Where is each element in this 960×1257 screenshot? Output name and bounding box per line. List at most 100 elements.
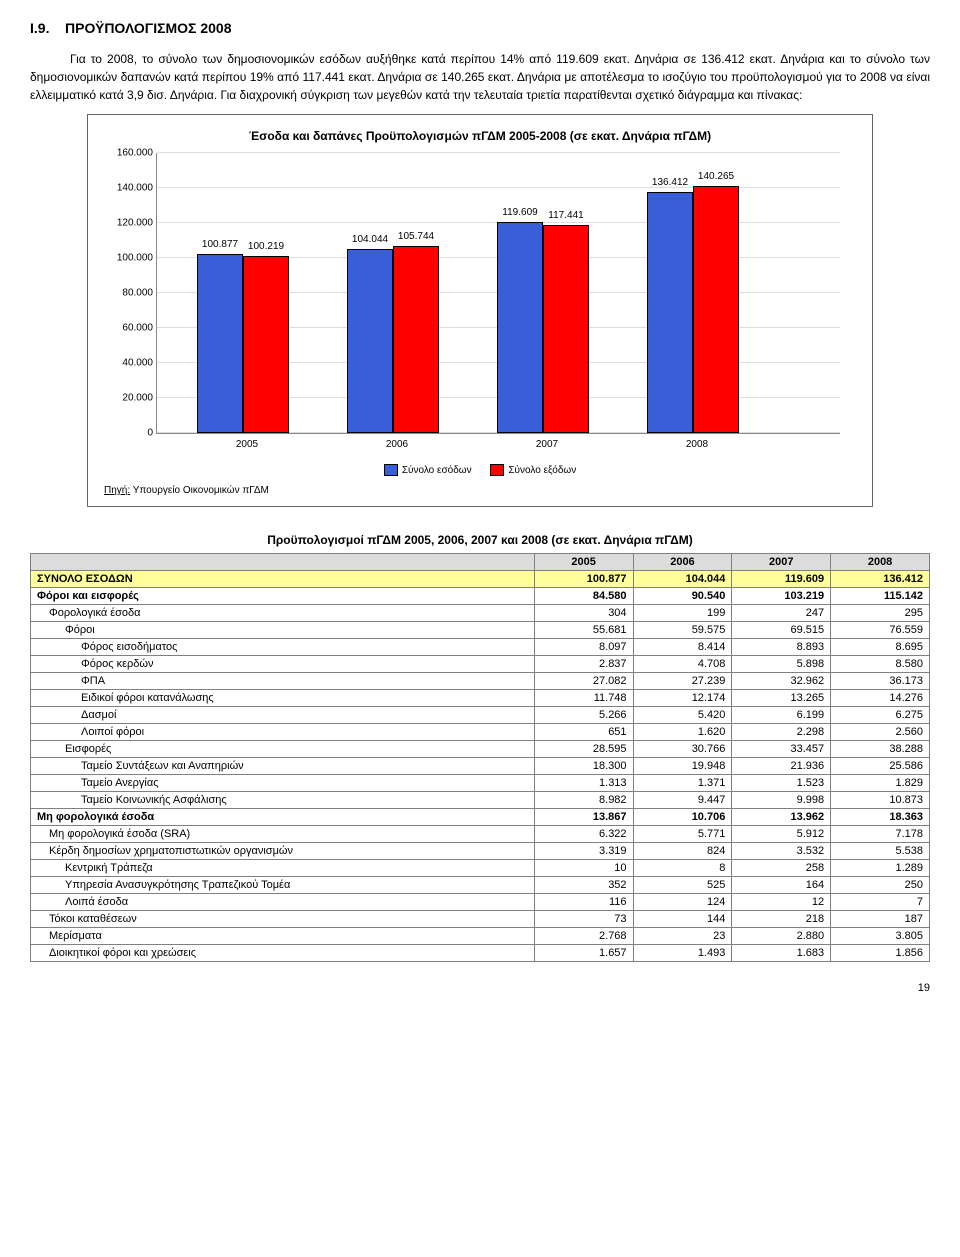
table-header-2008: 2008 — [831, 554, 930, 571]
table-row: Φόρος εισοδήματος8.0978.4148.8938.695 — [31, 639, 930, 656]
chart-ytick: 120.000 — [105, 218, 153, 229]
row-value: 23 — [633, 928, 732, 945]
chart-source: Πηγή: Υπουργείο Οικονομικών πΓΔΜ — [104, 485, 860, 496]
row-value: 136.412 — [831, 571, 930, 588]
row-label: Ταμείο Συντάξεων και Αναπηριών — [31, 758, 535, 775]
row-value: 1.620 — [633, 724, 732, 741]
row-value: 12 — [732, 894, 831, 911]
row-label: Μη φορολογικά έσοδα — [31, 809, 535, 826]
row-label: Ειδικοί φόροι κατανάλωσης — [31, 690, 535, 707]
row-label: Μερίσματα — [31, 928, 535, 945]
table-row: Ταμείο Ανεργίας1.3131.3711.5231.829 — [31, 775, 930, 792]
row-value: 7 — [831, 894, 930, 911]
page-number: 19 — [30, 982, 930, 994]
row-value: 6.199 — [732, 707, 831, 724]
source-label: Πηγή: — [104, 485, 130, 496]
table-row: Υπηρεσία Ανασυγκρότησης Τραπεζικού Τομέα… — [31, 877, 930, 894]
chart-ytick: 0 — [105, 428, 153, 439]
body-paragraph: Για το 2008, το σύνολο των δημοσιονομικώ… — [30, 50, 930, 104]
row-value: 304 — [534, 605, 633, 622]
row-value: 69.515 — [732, 622, 831, 639]
row-value: 11.748 — [534, 690, 633, 707]
legend-item-revenue: Σύνολο εσόδων — [384, 464, 472, 476]
chart-ytick: 80.000 — [105, 288, 153, 299]
table-header-blank — [31, 554, 535, 571]
bar-value-label: 100.219 — [244, 241, 288, 252]
row-value: 144 — [633, 911, 732, 928]
legend-swatch-revenue — [384, 464, 398, 476]
table-header-row: 2005 2006 2007 2008 — [31, 554, 930, 571]
row-value: 103.219 — [732, 588, 831, 605]
table-row: Τόκοι καταθέσεων73144218187 — [31, 911, 930, 928]
row-value: 84.580 — [534, 588, 633, 605]
row-value: 5.538 — [831, 843, 930, 860]
row-value: 8.580 — [831, 656, 930, 673]
row-value: 4.708 — [633, 656, 732, 673]
bar-group: 119.609117.441 — [497, 222, 597, 433]
row-value: 1.829 — [831, 775, 930, 792]
row-value: 27.239 — [633, 673, 732, 690]
row-value: 12.174 — [633, 690, 732, 707]
row-label: ΦΠΑ — [31, 673, 535, 690]
row-label: Υπηρεσία Ανασυγκρότησης Τραπεζικού Τομέα — [31, 877, 535, 894]
bar-value-label: 140.265 — [694, 171, 738, 182]
row-value: 6.322 — [534, 826, 633, 843]
table-row: Μερίσματα2.768232.8803.805 — [31, 928, 930, 945]
row-label: Φορολογικά έσοδα — [31, 605, 535, 622]
table-heading: Προϋπολογισμοί πΓΔΜ 2005, 2006, 2007 και… — [30, 533, 930, 547]
row-value: 3.805 — [831, 928, 930, 945]
row-label: Λοιπά έσοδα — [31, 894, 535, 911]
row-value: 19.948 — [633, 758, 732, 775]
row-label: Ταμείο Ανεργίας — [31, 775, 535, 792]
row-value: 295 — [831, 605, 930, 622]
row-label: Δασμοί — [31, 707, 535, 724]
row-value: 10 — [534, 860, 633, 877]
row-value: 247 — [732, 605, 831, 622]
bar-revenue: 119.609 — [497, 222, 543, 433]
row-value: 73 — [534, 911, 633, 928]
row-value: 651 — [534, 724, 633, 741]
row-value: 1.371 — [633, 775, 732, 792]
row-value: 27.082 — [534, 673, 633, 690]
legend-item-expense: Σύνολο εξόδων — [490, 464, 576, 476]
row-value: 250 — [831, 877, 930, 894]
row-value: 824 — [633, 843, 732, 860]
row-value: 1.493 — [633, 945, 732, 962]
table-header-2006: 2006 — [633, 554, 732, 571]
row-value: 21.936 — [732, 758, 831, 775]
row-value: 2.298 — [732, 724, 831, 741]
bar-revenue: 104.044 — [347, 249, 393, 433]
bar-expense: 140.265 — [693, 186, 739, 433]
bar-revenue: 100.877 — [197, 254, 243, 433]
row-value: 33.457 — [732, 741, 831, 758]
chart-ytick: 20.000 — [105, 393, 153, 404]
bar-value-label: 100.877 — [198, 239, 242, 250]
row-value: 7.178 — [831, 826, 930, 843]
section-number: Ι.9. — [30, 20, 49, 36]
row-value: 115.142 — [831, 588, 930, 605]
table-row: Φόροι55.68159.57569.51576.559 — [31, 622, 930, 639]
row-value: 10.873 — [831, 792, 930, 809]
table-row: Φόροι και εισφορές84.58090.540103.219115… — [31, 588, 930, 605]
row-label: Κεντρική Τράπεζα — [31, 860, 535, 877]
row-value: 5.266 — [534, 707, 633, 724]
row-label: Φόρος κερδών — [31, 656, 535, 673]
bar-value-label: 136.412 — [648, 177, 692, 188]
row-value: 9.447 — [633, 792, 732, 809]
row-value: 13.265 — [732, 690, 831, 707]
bar-value-label: 119.609 — [498, 207, 542, 218]
row-value: 5.771 — [633, 826, 732, 843]
row-value: 187 — [831, 911, 930, 928]
row-value: 13.867 — [534, 809, 633, 826]
table-row: Ταμείο Συντάξεων και Αναπηριών18.30019.9… — [31, 758, 930, 775]
section-title-text: ΠΡΟΫΠΟΛΟΓΙΣΜΟΣ 2008 — [65, 20, 231, 36]
chart-plot-area: 020.00040.00060.00080.000100.000120.0001… — [156, 153, 840, 434]
table-row: Διοικητικοί φόροι και χρεώσεις1.6571.493… — [31, 945, 930, 962]
row-label: Λοιποί φόροι — [31, 724, 535, 741]
row-value: 1.683 — [732, 945, 831, 962]
row-label: Κέρδη δημοσίων χρηματοπιστωτικών οργανισ… — [31, 843, 535, 860]
bar-value-label: 104.044 — [348, 234, 392, 245]
chart-xlabel: 2008 — [647, 439, 747, 450]
table-row: Λοιποί φόροι6511.6202.2982.560 — [31, 724, 930, 741]
row-value: 124 — [633, 894, 732, 911]
